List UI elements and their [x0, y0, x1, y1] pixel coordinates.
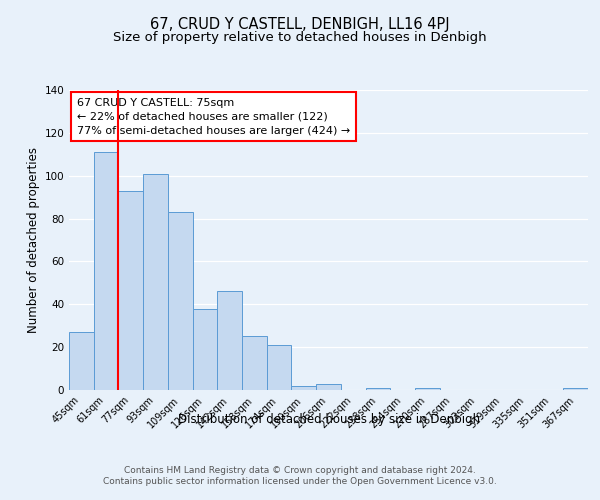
Text: 67 CRUD Y CASTELL: 75sqm
← 22% of detached houses are smaller (122)
77% of semi-: 67 CRUD Y CASTELL: 75sqm ← 22% of detach… [77, 98, 350, 136]
Bar [267, 345, 292, 390]
Bar [415, 388, 440, 390]
Bar [316, 384, 341, 390]
Text: Contains public sector information licensed under the Open Government Licence v3: Contains public sector information licen… [103, 478, 497, 486]
Bar [217, 292, 242, 390]
Y-axis label: Number of detached properties: Number of detached properties [27, 147, 40, 333]
Bar [242, 336, 267, 390]
Bar [563, 388, 588, 390]
Bar [69, 332, 94, 390]
Bar [365, 388, 390, 390]
Text: Size of property relative to detached houses in Denbigh: Size of property relative to detached ho… [113, 31, 487, 44]
Text: 67, CRUD Y CASTELL, DENBIGH, LL16 4PJ: 67, CRUD Y CASTELL, DENBIGH, LL16 4PJ [150, 18, 450, 32]
Bar [292, 386, 316, 390]
Bar [94, 152, 118, 390]
Text: Contains HM Land Registry data © Crown copyright and database right 2024.: Contains HM Land Registry data © Crown c… [124, 466, 476, 475]
Bar [118, 190, 143, 390]
Bar [143, 174, 168, 390]
Bar [193, 308, 217, 390]
Bar [168, 212, 193, 390]
Text: Distribution of detached houses by size in Denbigh: Distribution of detached houses by size … [178, 412, 480, 426]
